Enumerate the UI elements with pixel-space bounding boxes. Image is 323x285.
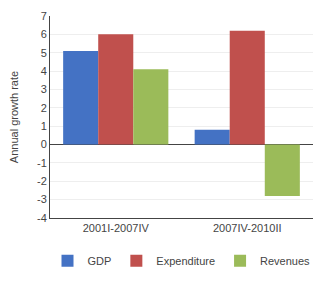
svg-text:Annual growth rate: Annual growth rate [8,71,20,163]
svg-text:-2: -2 [37,175,47,187]
svg-text:2001I-2007IV: 2001I-2007IV [83,222,150,234]
svg-text:Expenditure: Expenditure [156,255,215,267]
svg-text:-1: -1 [37,157,47,169]
svg-text:1: 1 [41,120,47,132]
svg-text:-4: -4 [37,212,47,224]
svg-text:7: 7 [41,10,47,22]
svg-text:0: 0 [41,138,47,150]
svg-text:5: 5 [41,47,47,59]
svg-text:2007IV-2010II: 2007IV-2010II [213,222,282,234]
svg-text:4: 4 [41,65,47,77]
svg-text:6: 6 [41,28,47,40]
svg-text:-3: -3 [37,193,47,205]
svg-text:2: 2 [41,102,47,114]
svg-text:GDP: GDP [88,255,112,267]
svg-text:3: 3 [41,83,47,95]
svg-text:Revenues: Revenues [260,255,310,267]
